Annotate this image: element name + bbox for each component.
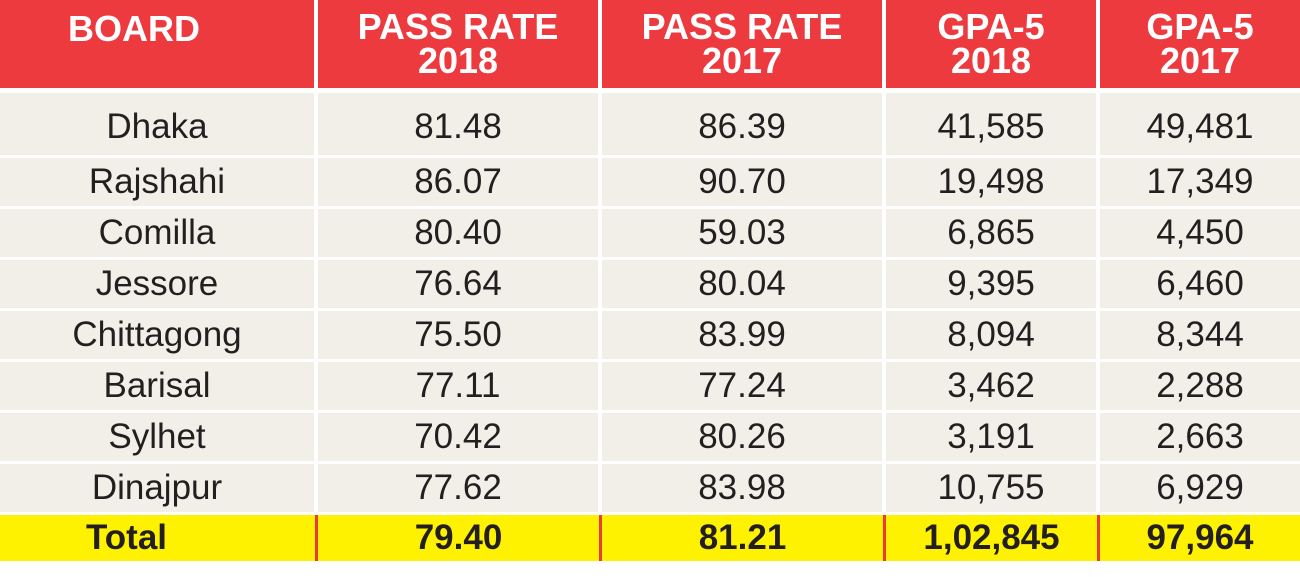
cell-pass-rate-2018: 76.64: [318, 260, 602, 311]
cell-pass-rate-2017: 80.04: [602, 260, 886, 311]
cell-pass-rate-2018: 81.48: [318, 93, 602, 158]
table-row-sylhet: Sylhet 70.42 80.26 3,191 2,663: [0, 413, 1300, 464]
header-gpa5-2018-line1: GPA-5: [937, 6, 1045, 47]
cell-board: Rajshahi: [0, 158, 318, 209]
table-row-comilla: Comilla 80.40 59.03 6,865 4,450: [0, 209, 1300, 260]
cell-board: Chittagong: [0, 311, 318, 362]
table-row-chittagong: Chittagong 75.50 83.99 8,094 8,344: [0, 311, 1300, 362]
header-board-label: BOARD: [68, 8, 200, 49]
cell-pass-rate-2017: 59.03: [602, 209, 886, 260]
table-row-rajshahi: Rajshahi 86.07 90.70 19,498 17,349: [0, 158, 1300, 209]
cell-pass-rate-2017: 80.26: [602, 413, 886, 464]
cell-board: Barisal: [0, 362, 318, 413]
total-gpa5-2017: 97,964: [1100, 515, 1300, 561]
cell-pass-rate-2018: 77.62: [318, 464, 602, 515]
cell-board: Comilla: [0, 209, 318, 260]
header-row: BOARD PASS RATE 2018 PASS RATE 2017 GPA-…: [0, 0, 1300, 93]
header-gpa5-2017-line1: GPA-5: [1146, 6, 1254, 47]
cell-gpa5-2017: 49,481: [1100, 93, 1300, 158]
cell-gpa5-2018: 3,462: [886, 362, 1100, 413]
header-pass-rate-2018-line2: 2018: [417, 40, 499, 81]
table-row-jessore: Jessore 76.64 80.04 9,395 6,460: [0, 260, 1300, 311]
table-row-barisal: Barisal 77.11 77.24 3,462 2,288: [0, 362, 1300, 413]
cell-pass-rate-2018: 70.42: [318, 413, 602, 464]
header-pass-rate-2018: PASS RATE 2018: [318, 0, 602, 93]
board-results-table: BOARD PASS RATE 2018 PASS RATE 2017 GPA-…: [0, 0, 1300, 561]
cell-pass-rate-2018: 86.07: [318, 158, 602, 209]
header-board: BOARD: [0, 0, 318, 93]
cell-gpa5-2017: 2,663: [1100, 413, 1300, 464]
total-label: Total: [0, 515, 318, 561]
cell-gpa5-2018: 8,094: [886, 311, 1100, 362]
cell-gpa5-2017: 2,288: [1100, 362, 1300, 413]
cell-gpa5-2017: 6,460: [1100, 260, 1300, 311]
table-row-dinajpur: Dinajpur 77.62 83.98 10,755 6,929: [0, 464, 1300, 515]
cell-pass-rate-2018: 75.50: [318, 311, 602, 362]
cell-gpa5-2017: 17,349: [1100, 158, 1300, 209]
cell-board: Dinajpur: [0, 464, 318, 515]
header-pass-rate-2017-line1: PASS RATE: [641, 6, 843, 47]
cell-pass-rate-2018: 77.11: [318, 362, 602, 413]
header-pass-rate-2017-line2: 2017: [701, 40, 783, 81]
total-pass-rate-2017: 81.21: [602, 515, 886, 561]
cell-gpa5-2017: 8,344: [1100, 311, 1300, 362]
cell-gpa5-2017: 6,929: [1100, 464, 1300, 515]
cell-board: Jessore: [0, 260, 318, 311]
cell-gpa5-2018: 3,191: [886, 413, 1100, 464]
header-pass-rate-2018-line1: PASS RATE: [357, 6, 559, 47]
cell-pass-rate-2017: 83.99: [602, 311, 886, 362]
cell-gpa5-2018: 41,585: [886, 93, 1100, 158]
cell-pass-rate-2017: 83.98: [602, 464, 886, 515]
header-gpa5-2018-line2: 2018: [950, 40, 1032, 81]
total-row: Total 79.40 81.21 1,02,845 97,964: [0, 515, 1300, 561]
cell-gpa5-2018: 9,395: [886, 260, 1100, 311]
total-pass-rate-2018: 79.40: [318, 515, 602, 561]
table-footer: Total 79.40 81.21 1,02,845 97,964: [0, 515, 1300, 561]
table-row-dhaka: Dhaka 81.48 86.39 41,585 49,481: [0, 93, 1300, 158]
cell-gpa5-2017: 4,450: [1100, 209, 1300, 260]
header-pass-rate-2017: PASS RATE 2017: [602, 0, 886, 93]
cell-pass-rate-2017: 77.24: [602, 362, 886, 413]
cell-pass-rate-2017: 90.70: [602, 158, 886, 209]
header-gpa5-2017-line2: 2017: [1159, 40, 1241, 81]
table-body: Dhaka 81.48 86.39 41,585 49,481 Rajshahi…: [0, 93, 1300, 515]
cell-gpa5-2018: 10,755: [886, 464, 1100, 515]
cell-gpa5-2018: 6,865: [886, 209, 1100, 260]
table-header: BOARD PASS RATE 2018 PASS RATE 2017 GPA-…: [0, 0, 1300, 93]
cell-pass-rate-2018: 80.40: [318, 209, 602, 260]
total-gpa5-2018: 1,02,845: [886, 515, 1100, 561]
cell-gpa5-2018: 19,498: [886, 158, 1100, 209]
header-gpa5-2017: GPA-5 2017: [1100, 0, 1300, 93]
cell-board: Sylhet: [0, 413, 318, 464]
cell-pass-rate-2017: 86.39: [602, 93, 886, 158]
cell-board: Dhaka: [0, 93, 318, 158]
header-gpa5-2018: GPA-5 2018: [886, 0, 1100, 93]
